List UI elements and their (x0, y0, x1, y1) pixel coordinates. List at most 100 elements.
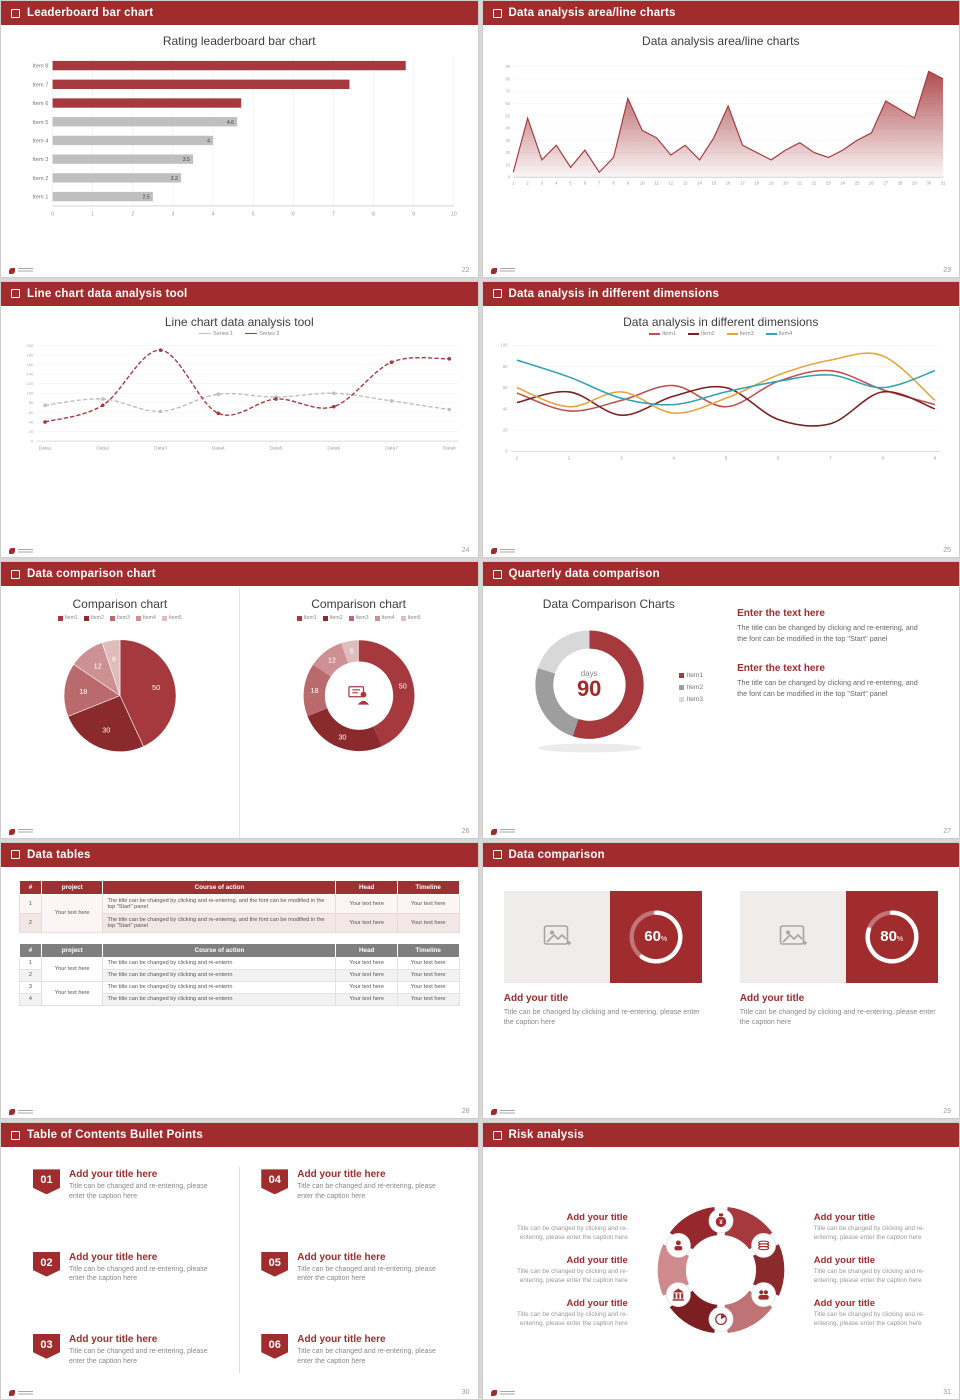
svg-text:30: 30 (338, 733, 346, 742)
donut-panel: Data Comparison Charts days 90 Item1 Ite… (487, 588, 732, 838)
table-cell: Your text here (335, 992, 398, 1006)
svg-text:50: 50 (505, 113, 510, 118)
multi-line-chart: 0 20 40 60 80 100 1 2 3 4 5 6 7 8 9 (500, 342, 942, 460)
toc-title: Add your title here (297, 1169, 386, 1181)
svg-text:6: 6 (349, 647, 353, 656)
svg-text:4: 4 (207, 139, 210, 145)
svg-text:15: 15 (712, 181, 717, 186)
svg-text:5: 5 (251, 211, 254, 217)
item2-marker (687, 332, 699, 335)
chart-title: Data Comparison Charts (542, 597, 675, 612)
table-cell: Your text here (335, 968, 398, 982)
slide-header-bar: Data analysis in different dimensions (482, 281, 959, 306)
svg-text:140: 140 (26, 371, 33, 376)
slide-toc-bullet-points[interactable]: Table of Contents Bullet Points 01 Add y… (0, 1122, 479, 1400)
card-caption: Title can be changed by clicking and re-… (503, 1006, 700, 1026)
toc-caption: Title can be changed and re-entering, pl… (69, 1347, 208, 1365)
legend-item: Item1 (649, 331, 676, 337)
risk-title: Add your title (813, 1255, 875, 1267)
svg-text:160: 160 (26, 362, 33, 367)
legend-label: Item1 (662, 330, 676, 337)
toc-number-badge: 05 (261, 1251, 289, 1277)
svg-text:19: 19 (769, 181, 774, 186)
risk-caption: Title can be changed by clicking and re-… (517, 1268, 628, 1284)
svg-text:28: 28 (898, 181, 903, 186)
brand-logo (9, 1390, 33, 1396)
slide-body: Rating leaderboard bar chart 0 1 2 3 4 5 6 7 8 9 1… (1, 25, 478, 277)
table-cell: Your text here (396, 968, 460, 982)
brand-text-mark (499, 268, 515, 274)
svg-text:0: 0 (31, 438, 34, 443)
brand-text-mark (18, 829, 33, 835)
series2-marker (245, 333, 258, 335)
svg-text:22: 22 (812, 181, 817, 186)
slide-data-tables[interactable]: Data tables # project Course of action H… (0, 841, 479, 1120)
item3-marker (678, 696, 684, 702)
item4-marker (374, 615, 380, 621)
slide-header-title: Line chart data analysis tool (27, 287, 188, 300)
svg-text:20: 20 (505, 150, 510, 155)
slide-area-line-charts[interactable]: Data analysis area/line charts Data anal… (481, 0, 960, 278)
slide-leaderboard-bar-chart[interactable]: Leaderboard bar chart Rating leaderboard… (0, 0, 479, 278)
brand-flower-icon (490, 548, 497, 555)
slide-body: Data analysis in different dimensions It… (483, 306, 960, 558)
svg-text:10: 10 (640, 181, 645, 186)
svg-text:Data6: Data6 (327, 445, 340, 451)
brand-text-mark (18, 1390, 33, 1396)
item5-marker (400, 615, 406, 621)
slide-header-bar: Data comparison chart (1, 562, 478, 587)
item1-marker (649, 332, 661, 335)
svg-text:1: 1 (516, 455, 519, 460)
slide-header-title: Data analysis area/line charts (508, 7, 676, 19)
svg-text:25: 25 (855, 181, 860, 186)
svg-text:20: 20 (503, 427, 508, 432)
brand-text-mark (499, 1109, 515, 1115)
svg-text:12: 12 (93, 662, 101, 671)
comparison-card: 60 % Add your title Title can be changed… (503, 890, 702, 1119)
bullet-square-icon (492, 8, 502, 18)
table-row: 2 The title can be changed by clicking a… (19, 912, 460, 933)
svg-text:Data3: Data3 (154, 445, 167, 451)
toc-caption: Title can be changed and re-entering, pl… (297, 1183, 436, 1201)
brand-text-mark (499, 1390, 515, 1396)
slide-risk-analysis[interactable]: Risk analysis Add your title Title can b… (481, 1122, 960, 1400)
svg-text:6: 6 (291, 211, 294, 217)
slide-data-comparison-chart[interactable]: Data comparison chart Comparison chart I… (0, 561, 479, 839)
brand-logo (9, 1109, 33, 1116)
slide-quarterly-comparison[interactable]: Quarterly data comparison Data Compariso… (481, 561, 960, 839)
legend-label: Item2 (700, 330, 715, 337)
progress-panel: 80 % (845, 890, 938, 983)
line-chart: 0 20 40 60 80 100 120 140 160 180 200 Data1 Data2 Dat… (26, 342, 458, 451)
toc-title: Add your title here (69, 1333, 158, 1345)
page-number: 30 (461, 1389, 470, 1396)
brand-logo (9, 267, 33, 274)
card-media: 60 % (503, 890, 702, 983)
block-heading: Enter the text here (737, 608, 825, 620)
text-block: Enter the text here The title can be cha… (737, 608, 941, 645)
brand-text-mark (499, 829, 515, 835)
legend-label: Item4 (142, 615, 156, 622)
table-header-cell: # (19, 879, 42, 895)
svg-text:18: 18 (79, 687, 87, 696)
toc-item: 05 Add your title here Title can be chan… (261, 1251, 445, 1317)
table-cell: 4 (19, 992, 42, 1006)
svg-text:50: 50 (152, 683, 160, 692)
legend-label: Item4 (778, 330, 793, 337)
bullet-square-icon (492, 850, 502, 860)
table-header-cell: Timeline (396, 879, 460, 895)
chart-title: Comparison chart (311, 597, 406, 612)
svg-text:11: 11 (654, 181, 659, 186)
item3-marker (348, 615, 354, 621)
chart-title: Rating leaderboard bar chart (162, 34, 316, 48)
legend-label: Item3 (355, 615, 369, 622)
item4-marker (765, 332, 777, 335)
slide-line-chart-tool[interactable]: Line chart data analysis tool Line chart… (0, 280, 479, 559)
item1-marker (57, 615, 63, 621)
toc-number-badge: 06 (261, 1333, 289, 1359)
slide-data-comparison-cards[interactable]: Data comparison 60 % (481, 841, 960, 1120)
table-cell: The title can be changed by clicking and… (102, 956, 337, 970)
toc-number-badge: 02 (33, 1251, 60, 1277)
chart-legend: Item1 Item2 Item3 Item4 Item5 (57, 615, 182, 622)
svg-text:Data5: Data5 (269, 445, 282, 451)
slide-dimensions-analysis[interactable]: Data analysis in different dimensions Da… (481, 280, 960, 559)
